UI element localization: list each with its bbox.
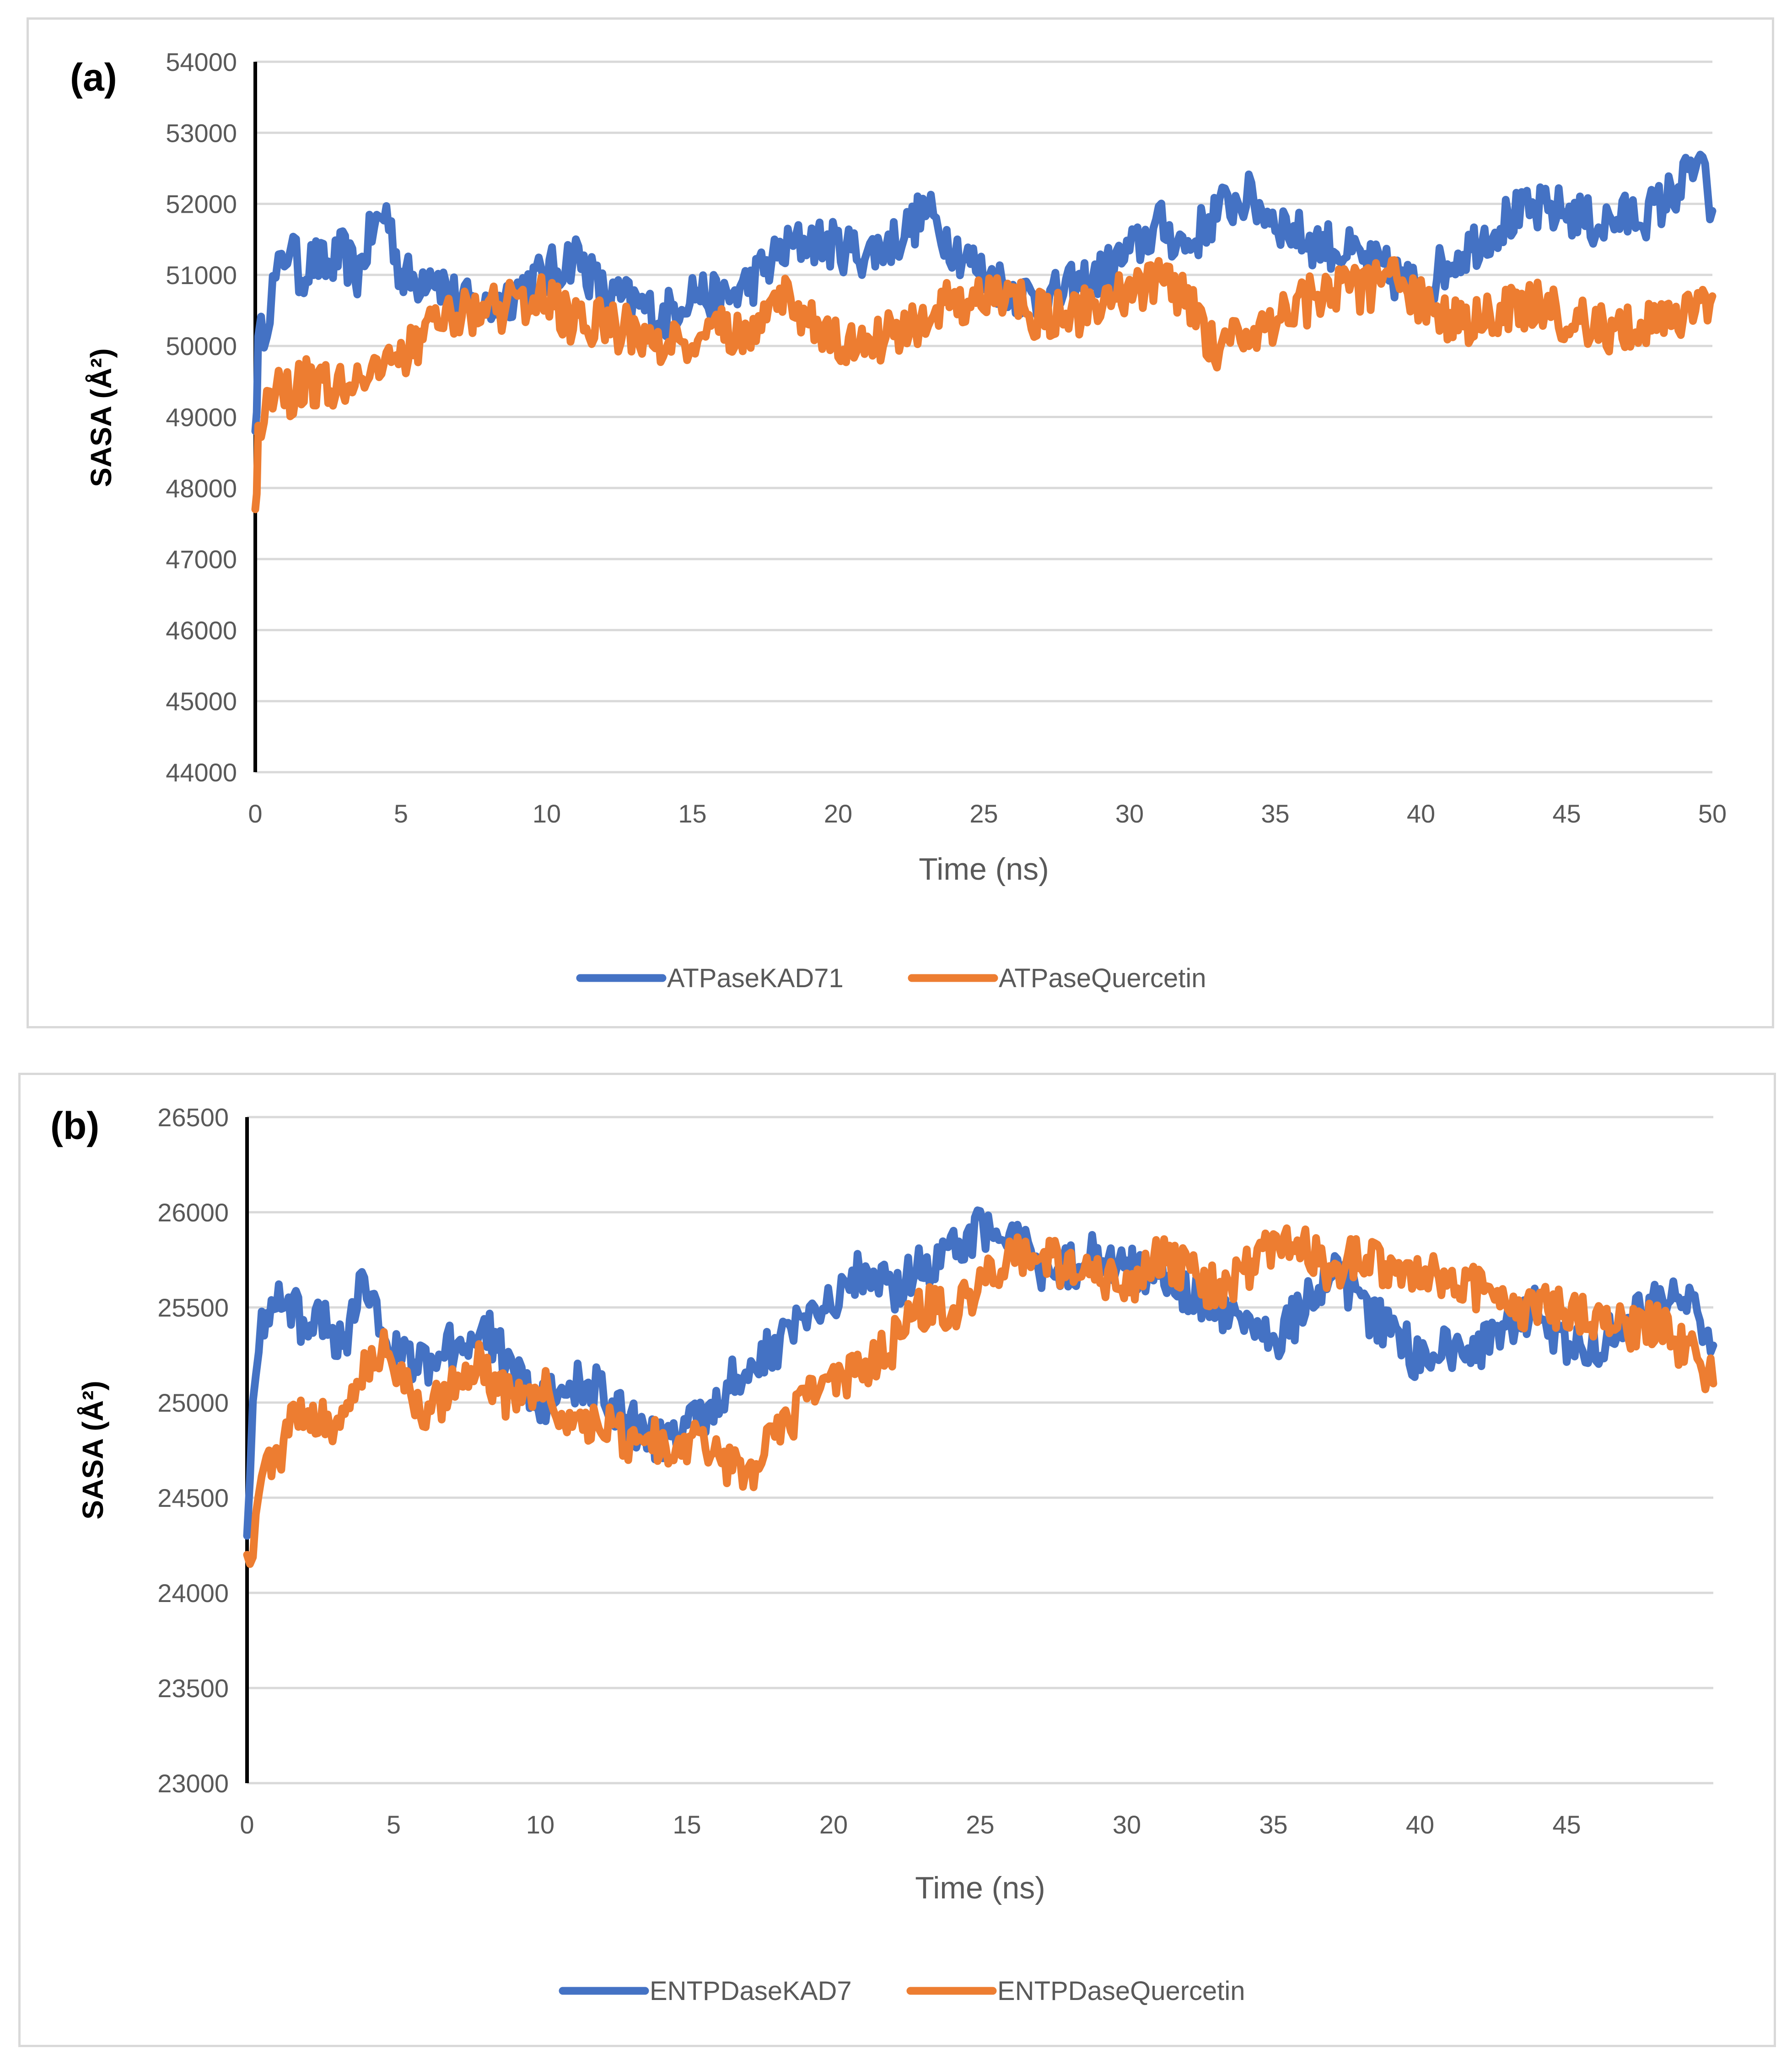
- y-tick-label: 44000: [166, 758, 237, 787]
- x-tick-label: 0: [240, 1810, 254, 1839]
- x-tick-label: 25: [966, 1810, 994, 1839]
- series-line-ENTPDaseQuercetin: [243, 1224, 1717, 1568]
- y-tick-label: 26500: [157, 1103, 229, 1132]
- x-tick-label: 30: [1115, 799, 1144, 828]
- x-tick-label: 40: [1406, 1810, 1434, 1839]
- x-tick-label: 45: [1552, 1810, 1581, 1839]
- x-tick-label: 0: [248, 799, 262, 828]
- y-tick-label: 47000: [166, 545, 237, 574]
- x-tick-label: 45: [1552, 799, 1581, 828]
- y-tick-label: 24500: [157, 1484, 229, 1512]
- x-tick-label: 40: [1407, 799, 1435, 828]
- x-tick-label: 50: [1698, 799, 1727, 828]
- x-tick-label: 15: [673, 1810, 701, 1839]
- x-tick-label: 10: [526, 1810, 554, 1839]
- chart-a-svg: 44000 45000 46000 47000 48000 49000 50000 51000…: [70, 48, 1727, 993]
- series-line-ENTPDaseKAD7: [243, 1206, 1717, 1540]
- y-tick-label: 25000: [157, 1388, 229, 1417]
- x-axis-label: Time (ns): [915, 1871, 1045, 1905]
- legend-label-ENTPDaseQuercetin: ENTPDaseQuercetin: [997, 1976, 1245, 2006]
- x-tick-label: 20: [824, 799, 852, 828]
- x-tick-label: 20: [819, 1810, 848, 1839]
- y-tick-label: 45000: [166, 687, 237, 716]
- panel-label: (a): [70, 56, 117, 99]
- x-tick-label: 5: [387, 1810, 401, 1839]
- legend-label-ATPaseKAD71: ATPaseKAD71: [667, 963, 844, 993]
- y-tick-label: 48000: [166, 474, 237, 503]
- y-tick-label: 49000: [166, 403, 237, 432]
- y-axis-label: SASA (Å²): [76, 1381, 109, 1519]
- y-tick-label: 50000: [166, 332, 237, 360]
- legend-label-ENTPDaseKAD7: ENTPDaseKAD7: [650, 1976, 852, 2006]
- chart-panel-a: 44000 45000 46000 47000 48000 49000 50000 51000…: [27, 17, 1774, 1028]
- x-tick-label: 15: [678, 799, 706, 828]
- x-tick-label: 35: [1261, 799, 1289, 828]
- chart-b-svg: 23000 23500 24000 24500 25000 25500 26000 26500…: [50, 1103, 1717, 2006]
- x-tick-label: 10: [533, 799, 561, 828]
- panel-label: (b): [50, 1104, 99, 1147]
- series-line-ATPaseQuercetin: [251, 256, 1717, 513]
- x-tick-label: 5: [394, 799, 408, 828]
- y-tick-label: 24000: [157, 1579, 229, 1607]
- y-tick-label: 54000: [166, 48, 237, 76]
- x-tick-label: 25: [969, 799, 998, 828]
- y-tick-label: 46000: [166, 616, 237, 645]
- y-tick-label: 51000: [166, 261, 237, 290]
- y-tick-label: 52000: [166, 190, 237, 219]
- y-tick-label: 23500: [157, 1674, 229, 1703]
- y-tick-label: 25500: [157, 1293, 229, 1322]
- y-tick-label: 23000: [157, 1769, 229, 1798]
- legend-label-ATPaseQuercetin: ATPaseQuercetin: [999, 963, 1206, 993]
- chart-panel-b: 23000 23500 24000 24500 25000 25500 26000 26500…: [18, 1073, 1776, 2047]
- y-axis-label: SASA (Å²): [85, 348, 118, 487]
- x-axis-label: Time (ns): [919, 852, 1049, 887]
- x-tick-label: 35: [1259, 1810, 1287, 1839]
- y-tick-label: 53000: [166, 118, 237, 147]
- x-tick-label: 30: [1113, 1810, 1141, 1839]
- series-line-ATPaseKAD71: [251, 151, 1717, 435]
- y-tick-label: 26000: [157, 1198, 229, 1227]
